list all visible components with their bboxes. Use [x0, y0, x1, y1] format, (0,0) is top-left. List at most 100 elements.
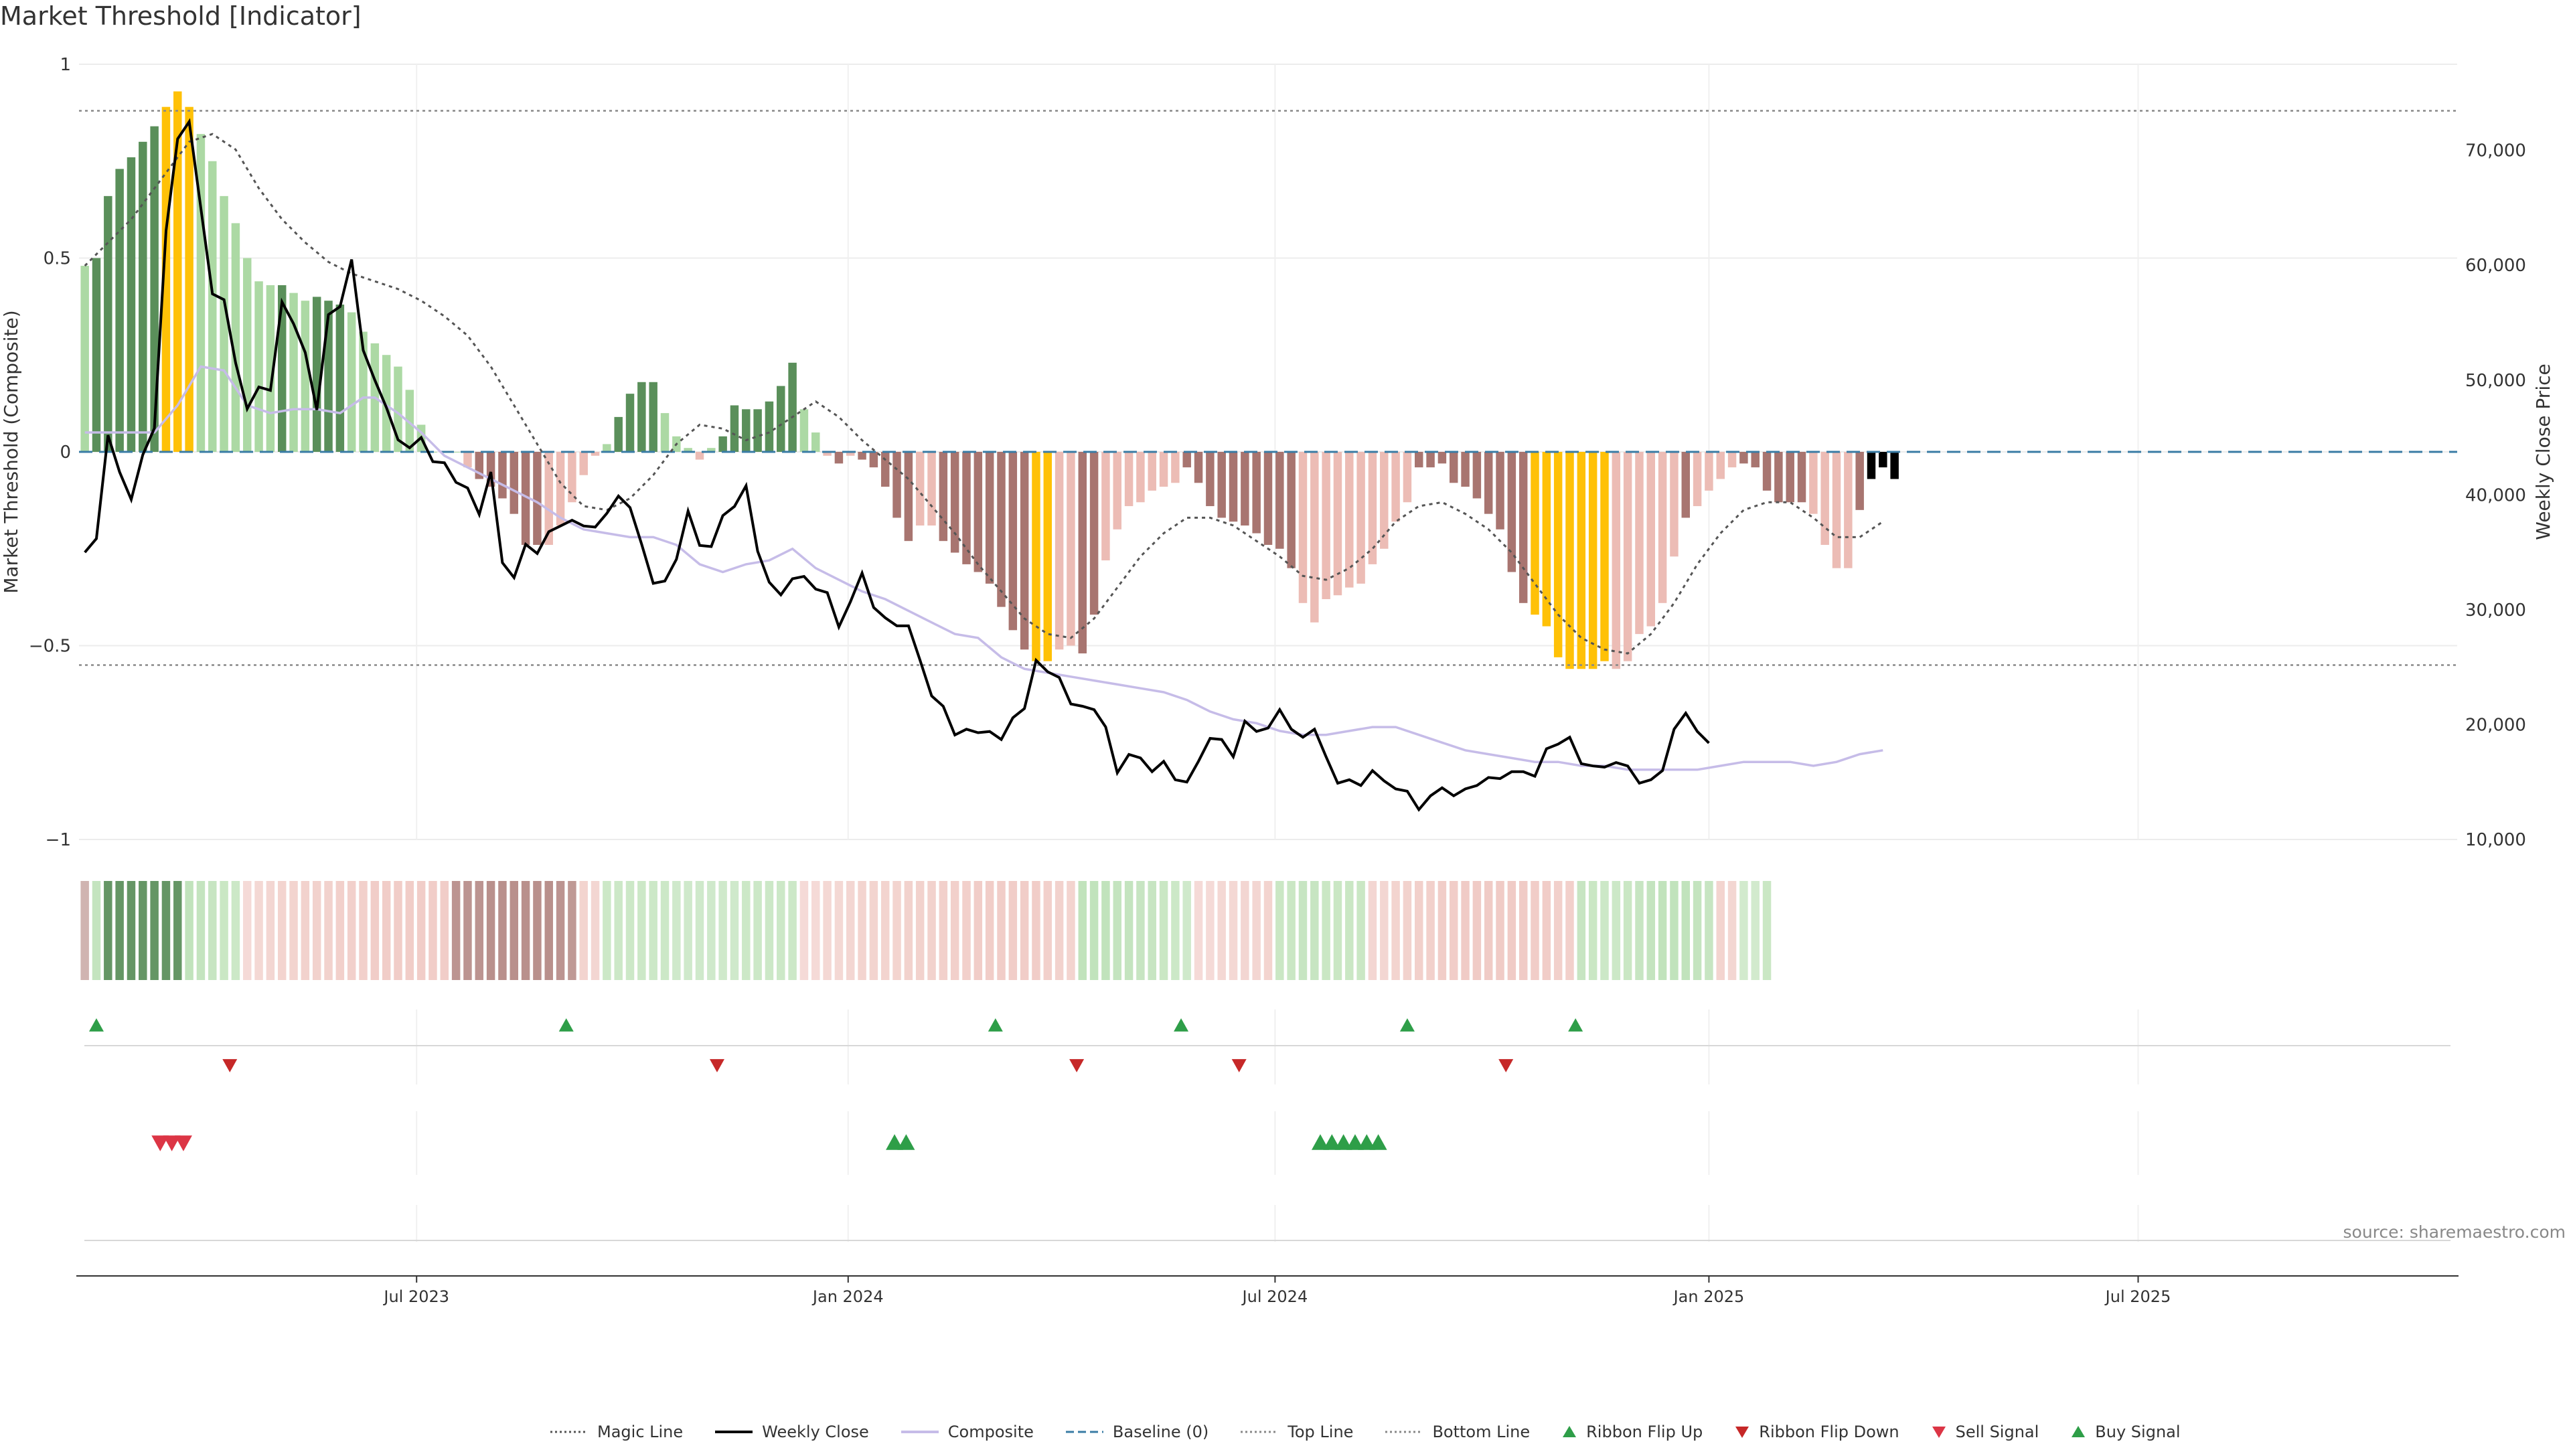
legend-line-swatch [1385, 1431, 1423, 1433]
threshold-bar [1310, 452, 1319, 623]
ribbon-cell [1252, 881, 1261, 980]
threshold-bar [915, 452, 925, 526]
threshold-bar [161, 106, 171, 452]
threshold-bar [1461, 452, 1470, 487]
threshold-bar [1020, 452, 1029, 650]
legend-triangle-down-icon [1735, 1427, 1749, 1438]
threshold-bar [765, 401, 774, 452]
threshold-bar [811, 432, 820, 452]
left-tick-label: 0 [60, 442, 71, 463]
threshold-bar [892, 452, 901, 518]
threshold-bar [1774, 452, 1783, 503]
threshold-bar [1171, 452, 1180, 483]
right-tick-label: 20,000 [2465, 715, 2526, 735]
ribbon-cell [1484, 881, 1493, 980]
threshold-bar [625, 394, 635, 452]
ribbon-cell [823, 881, 832, 980]
ribbon-cell [1356, 881, 1365, 980]
ribbon-cell [985, 881, 994, 980]
ribbon-cell [161, 881, 171, 980]
threshold-bar [985, 452, 994, 584]
threshold-bar [788, 362, 797, 452]
legend-label: Buy Signal [2095, 1423, 2181, 1441]
threshold-bar [312, 297, 321, 452]
threshold-bar [1635, 452, 1644, 635]
ribbon-cell [591, 881, 600, 980]
legend-item: Buy Signal [2070, 1423, 2181, 1441]
ribbon-cell [1472, 881, 1482, 980]
threshold-bar [1577, 452, 1586, 669]
ribbon-cell [707, 881, 716, 980]
ribbon-cell [324, 881, 333, 980]
ribbon-cell [1670, 881, 1679, 980]
ribbon-cell [533, 881, 542, 980]
ribbon-cell [150, 881, 159, 980]
legend-item: Composite [900, 1423, 1034, 1441]
threshold-bar [1217, 452, 1226, 518]
ribbon-cell [196, 881, 206, 980]
ribbon-cell [277, 881, 287, 980]
threshold-bar [382, 355, 391, 452]
ribbon-cell [510, 881, 518, 980]
x-tick-label: Jul 2025 [2104, 1287, 2171, 1306]
ribbon-cell [1681, 881, 1691, 980]
composite-line [84, 365, 1883, 771]
ribbon-cell [1531, 881, 1539, 980]
ribbon-cell [892, 881, 901, 980]
legend-label: Ribbon Flip Up [1586, 1423, 1703, 1441]
threshold-bar [1008, 452, 1018, 631]
legend-label: Ribbon Flip Down [1759, 1423, 1899, 1441]
threshold-bar [1229, 452, 1238, 522]
ribbon-cell [834, 881, 844, 980]
ribbon-cell [1229, 881, 1238, 980]
ribbon-cell [603, 881, 611, 980]
ribbon-cell [1298, 881, 1308, 980]
ribbon-flip-down-marker [1069, 1059, 1085, 1072]
ribbon-cell [1449, 881, 1458, 980]
threshold-bar [1762, 452, 1772, 491]
legend-label: Magic Line [597, 1423, 684, 1441]
ribbon-cell [173, 881, 182, 980]
ribbon-cell [695, 881, 704, 980]
ribbon-cell [1182, 881, 1191, 980]
left-tick-label: −1 [46, 830, 71, 850]
legend-item: Weekly Close [714, 1423, 869, 1441]
threshold-bar [1078, 452, 1087, 654]
threshold-bar [1623, 452, 1632, 661]
source-note: source: sharemaestro.com [2343, 1222, 2566, 1242]
threshold-bar [115, 169, 124, 452]
weekly-close-line [84, 118, 1710, 812]
threshold-bar [846, 452, 855, 456]
ribbon-cell [1380, 881, 1389, 980]
ribbon-cell [1391, 881, 1400, 980]
threshold-bar [289, 293, 298, 452]
threshold-bar [1403, 452, 1412, 503]
ribbon-cell [1437, 881, 1447, 980]
threshold-bar [1797, 452, 1806, 503]
threshold-bar [1716, 452, 1725, 479]
threshold-bar [1241, 452, 1249, 526]
ribbon-cell [1415, 881, 1423, 980]
legend-line-swatch [550, 1431, 588, 1433]
ribbon-cell [1067, 881, 1075, 980]
threshold-bar [405, 390, 414, 452]
buy-signal-marker [897, 1134, 915, 1150]
ribbon-cell [997, 881, 1006, 980]
ribbon-cell [498, 881, 507, 980]
y-axis-label-right: Weekly Close Price [2532, 363, 2554, 540]
legend-item: Baseline (0) [1065, 1423, 1209, 1441]
ribbon-cell [394, 881, 402, 980]
ribbon-cell [1635, 881, 1644, 980]
threshold-bar [858, 452, 866, 460]
ribbon-cell [799, 881, 809, 980]
ribbon-cell [301, 881, 310, 980]
threshold-bar [1646, 452, 1656, 627]
ribbon-cell [973, 881, 983, 980]
ribbon-cell [1159, 881, 1168, 980]
threshold-bar [208, 161, 217, 452]
ribbon-cell [1124, 881, 1134, 980]
threshold-bar [637, 382, 646, 452]
legend-item: Sell Signal [1930, 1423, 2039, 1441]
threshold-bar [1820, 452, 1829, 545]
threshold-bar [962, 452, 971, 564]
